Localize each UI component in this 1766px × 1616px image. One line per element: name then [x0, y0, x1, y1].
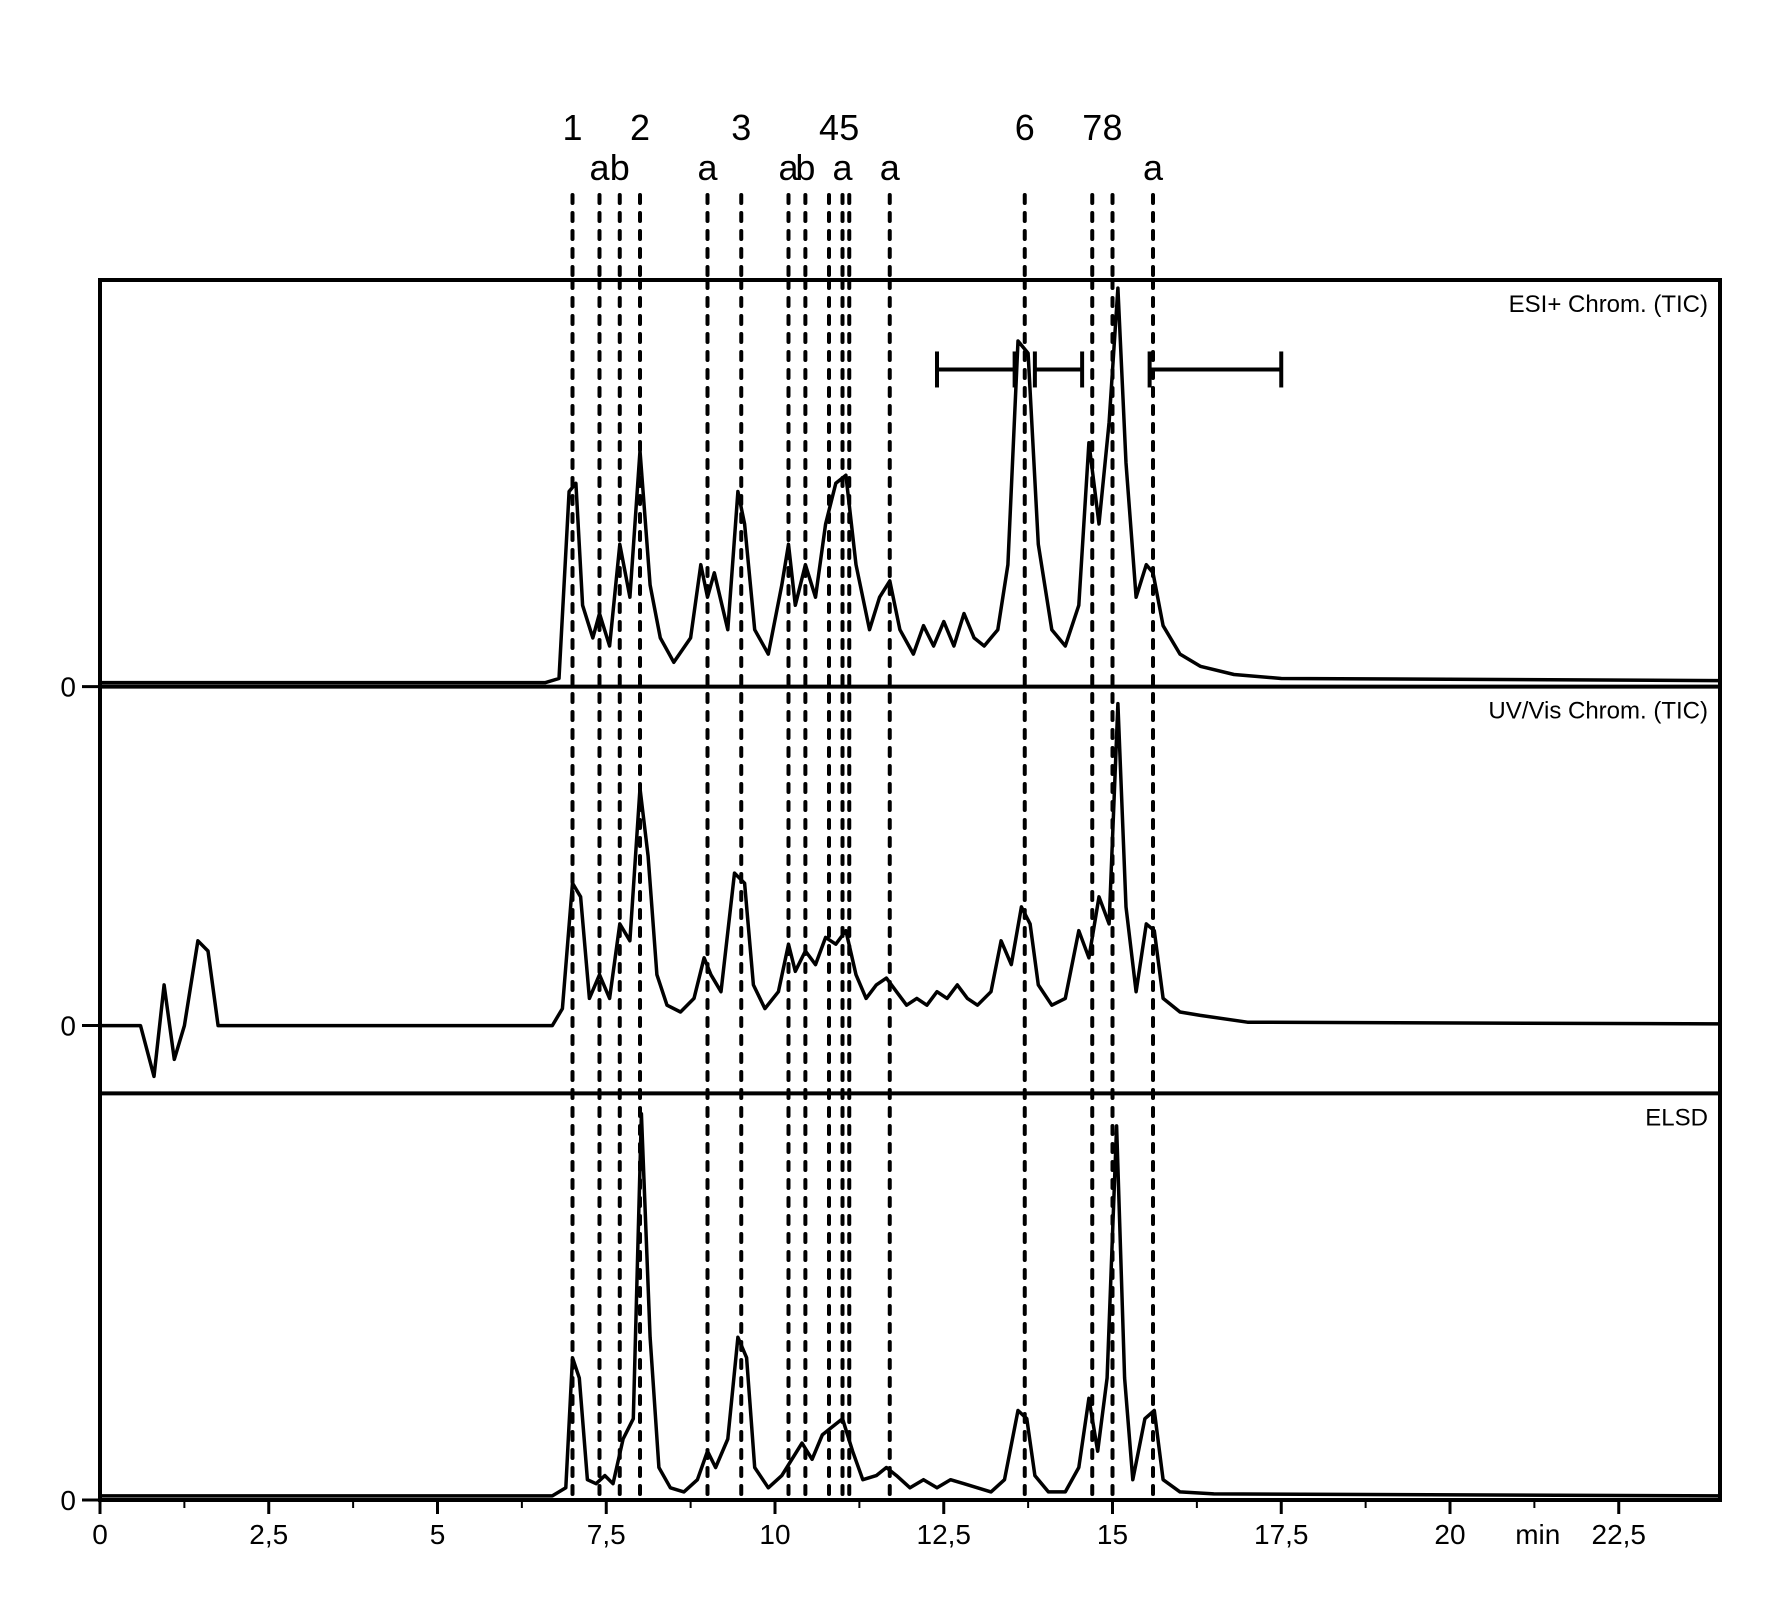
svg-text:10: 10 — [759, 1519, 790, 1550]
svg-text:ESI+ Chrom. (TIC): ESI+ Chrom. (TIC) — [1509, 291, 1708, 318]
chart-svg: 1ab2a3ab4a5a678a0ESI+ Chrom. (TIC)0UV/Vi… — [20, 20, 1746, 1596]
svg-text:0: 0 — [92, 1519, 108, 1550]
svg-text:0: 0 — [60, 1011, 76, 1042]
svg-text:5: 5 — [430, 1519, 446, 1550]
chromatogram-figure: 1ab2a3ab4a5a678a0ESI+ Chrom. (TIC)0UV/Vi… — [20, 20, 1746, 1596]
svg-text:a: a — [880, 147, 901, 188]
svg-text:20: 20 — [1434, 1519, 1465, 1550]
svg-text:0: 0 — [60, 672, 76, 703]
svg-text:a: a — [1143, 147, 1164, 188]
svg-text:17,5: 17,5 — [1254, 1519, 1309, 1550]
svg-text:12,5: 12,5 — [917, 1519, 972, 1550]
svg-text:2: 2 — [630, 107, 650, 148]
svg-text:7,5: 7,5 — [587, 1519, 626, 1550]
svg-text:8: 8 — [1102, 107, 1122, 148]
svg-text:15: 15 — [1097, 1519, 1128, 1550]
svg-text:a: a — [589, 147, 610, 188]
svg-text:2,5: 2,5 — [249, 1519, 288, 1550]
svg-text:3: 3 — [731, 107, 751, 148]
svg-text:6: 6 — [1015, 107, 1035, 148]
svg-text:ELSD: ELSD — [1645, 1104, 1708, 1131]
svg-text:22,5: 22,5 — [1592, 1519, 1647, 1550]
svg-text:1: 1 — [562, 107, 582, 148]
svg-text:b: b — [795, 147, 815, 188]
svg-text:UV/Vis Chrom. (TIC): UV/Vis Chrom. (TIC) — [1488, 698, 1708, 725]
svg-text:7: 7 — [1082, 107, 1102, 148]
svg-text:5: 5 — [839, 107, 859, 148]
svg-text:b: b — [610, 147, 630, 188]
svg-text:0: 0 — [60, 1485, 76, 1516]
svg-text:4: 4 — [819, 107, 839, 148]
svg-text:min: min — [1515, 1519, 1560, 1550]
svg-text:a: a — [832, 147, 853, 188]
svg-text:a: a — [697, 147, 718, 188]
